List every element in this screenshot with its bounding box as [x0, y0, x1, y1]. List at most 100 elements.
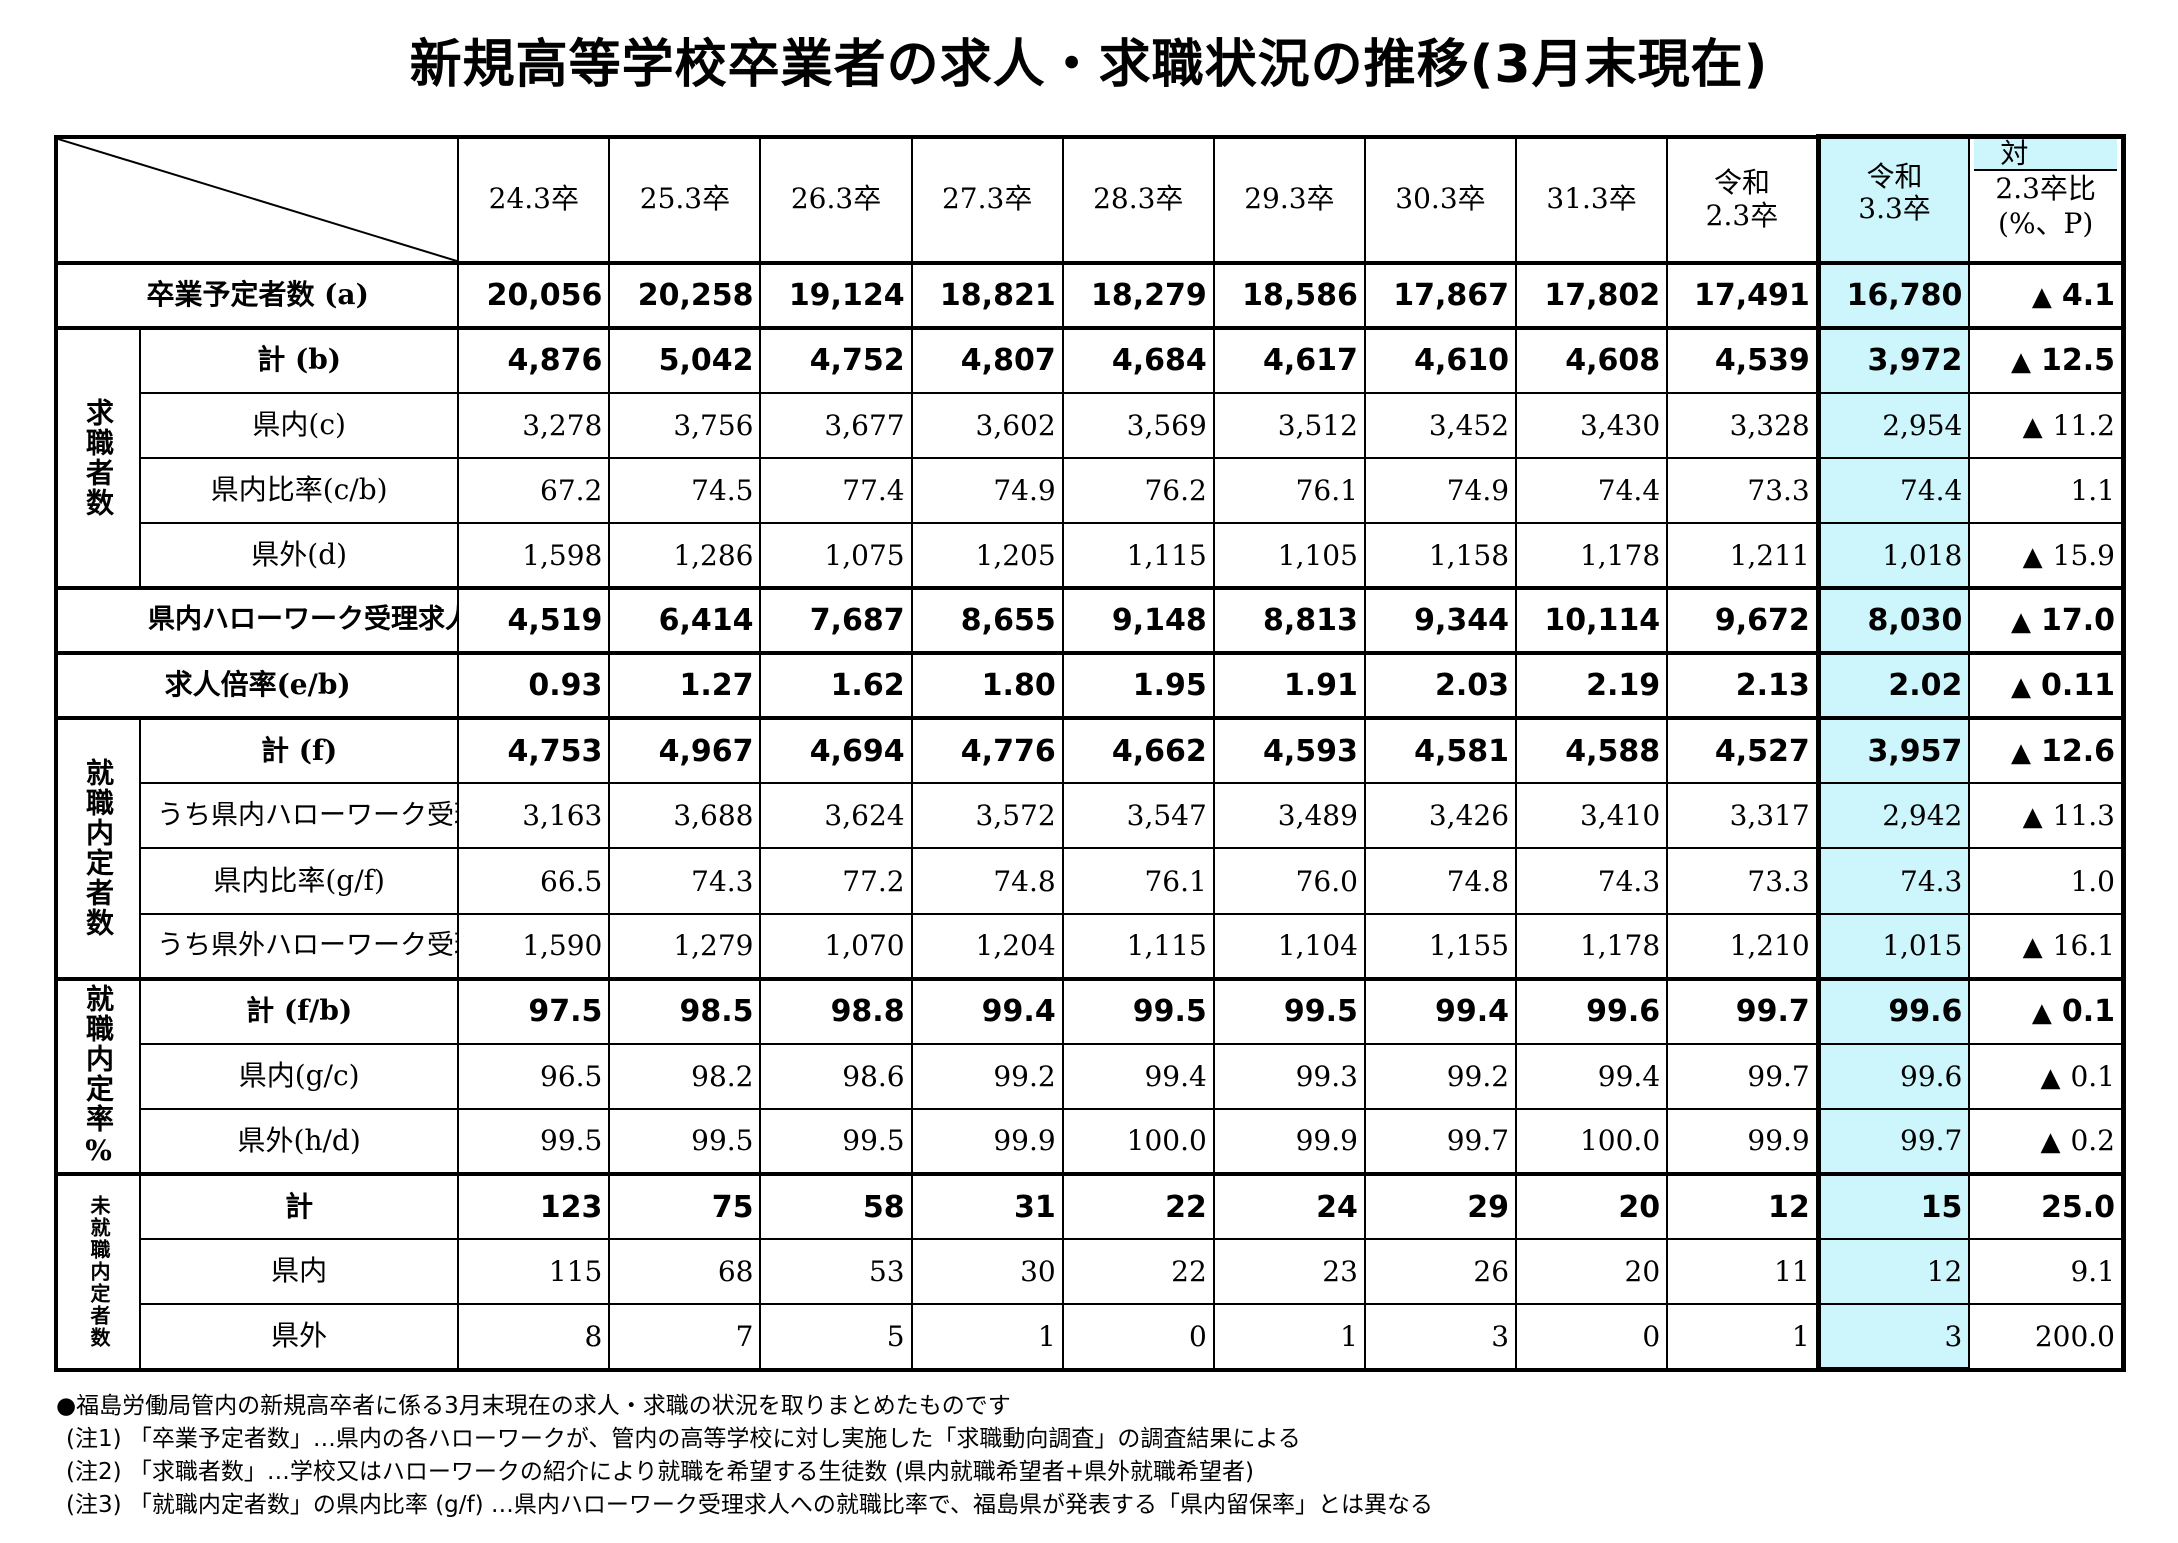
value-cell: 8	[457, 1303, 611, 1371]
value-cell: 2,942	[1815, 782, 1971, 850]
value-cell: 3,624	[759, 782, 913, 850]
value-cell: 2.13	[1666, 651, 1820, 720]
value-cell: 53	[759, 1238, 913, 1306]
column-header-line1: 27.3卒	[941, 182, 1033, 216]
table-row: 県内比率(g/f) 66.5 74.3 77.2 74.8 76.1 76.0 74.8 74.…	[56, 847, 2127, 915]
comparison-cell: 1.1	[1968, 456, 2127, 525]
value-cell: 3,328	[1666, 391, 1820, 459]
column-header-line1: 29.3卒	[1244, 182, 1335, 216]
value-cell: 99.7	[1815, 1107, 1971, 1175]
value-cell: 4,527	[1666, 716, 1820, 785]
value-cell: 1,070	[759, 912, 913, 980]
comparison-cell: ▲ 11.3	[1968, 782, 2127, 850]
value-cell: 76.0	[1212, 847, 1366, 915]
value-cell: 2.02	[1815, 651, 1971, 720]
value-cell: 3,163	[457, 782, 611, 850]
table-row: 未就職内定者数計 123 75 58 31 22 24 29 20 12 15 25.0	[54, 1171, 2127, 1371]
comparison-value: 16.1	[2052, 929, 2115, 963]
value-cell: 31	[910, 1171, 1064, 1241]
value-cell: 4,588	[1515, 716, 1669, 785]
column-header-line1: 28.3卒	[1093, 182, 1184, 216]
value-cell: 3,972	[1815, 325, 1971, 394]
value-cell: 2,954	[1815, 391, 1971, 459]
table-row: 求職者数計 (b) 4,876 5,042 4,752 4,807 4,684 4,617 4…	[54, 325, 2127, 590]
value-cell: 1,279	[608, 912, 762, 980]
value-cell: 98.6	[759, 1042, 913, 1110]
value-cell: 4,776	[910, 716, 1064, 785]
column-header: 26.3卒	[759, 135, 913, 264]
value-cell: 20,258	[608, 260, 762, 329]
header-row: 24.3卒 25.3卒 26.3卒 27.3卒 28.3卒 29.3卒 30.3卒 31.3卒…	[54, 133, 2127, 264]
value-cell: 4,684	[1061, 325, 1215, 394]
decrease-triangle-icon: ▲	[2022, 541, 2043, 572]
value-cell: 4,581	[1363, 716, 1518, 785]
comparison-cell: ▲ 17.0	[1968, 586, 2127, 655]
table-row: 県外(d) 1,598 1,286 1,075 1,205 1,115 1,105 1,158…	[56, 522, 2127, 590]
value-cell: 3,756	[608, 391, 762, 459]
value-cell: 4,617	[1212, 325, 1366, 394]
value-cell: 98.5	[608, 976, 762, 1045]
comparison-cell: ▲ 12.6	[1968, 716, 2127, 785]
column-header: 29.3卒	[1212, 135, 1366, 264]
value-cell: 8,655	[910, 586, 1064, 655]
row-label: 計 (b)	[139, 325, 460, 394]
value-cell: 26	[1363, 1238, 1518, 1306]
value-cell: 8,813	[1212, 586, 1366, 655]
value-cell: 74.8	[910, 847, 1064, 915]
comparison-value: 17.0	[2040, 603, 2115, 639]
value-cell: 0	[1061, 1303, 1215, 1371]
value-cell: 74.9	[910, 456, 1064, 525]
column-header-line1: 31.3卒	[1546, 182, 1637, 216]
value-cell: 3,957	[1815, 716, 1971, 785]
comparison-value: 12.6	[2040, 733, 2115, 769]
value-cell: 3,489	[1212, 782, 1366, 850]
comparison-value: 12.5	[2040, 343, 2115, 379]
comparison-value: 0.11	[2040, 668, 2115, 704]
comparison-line2: 2.3卒比	[1995, 172, 2096, 205]
row-label: 県内比率(g/f)	[139, 847, 460, 915]
comparison-value: 25.0	[2040, 1189, 2115, 1225]
value-cell: 99.6	[1815, 976, 1971, 1045]
comparison-cell: 1.0	[1968, 847, 2127, 915]
row-group-label: 就職内定率%	[54, 976, 142, 1175]
value-cell: 12	[1815, 1238, 1971, 1306]
value-cell: 1,018	[1815, 522, 1971, 590]
value-cell: 3,452	[1363, 391, 1518, 459]
value-cell: 1,115	[1061, 912, 1215, 980]
table-row: 県内ハローワーク受理求人数 (e)4,5196,4147,6878,6559,1…	[54, 586, 2127, 655]
comparison-cell: ▲ 0.2	[1968, 1107, 2127, 1175]
column-header: 28.3卒	[1061, 135, 1215, 264]
value-cell: 3,410	[1515, 782, 1669, 850]
value-cell: 1,210	[1666, 912, 1820, 980]
value-cell: 1,178	[1515, 912, 1669, 980]
value-cell: 74.5	[608, 456, 762, 525]
value-cell: 1.62	[759, 651, 913, 720]
row-label: 卒業予定者数 (a)	[54, 260, 460, 329]
table-row: 求人倍率(e/b) 0.93 1.27 1.62 1.80 1.95 1.91 2.03 2.1…	[54, 651, 2127, 720]
table-row: 県内(c) 3,278 3,756 3,677 3,602 3,569 3,512 3,452…	[56, 391, 2127, 459]
comparison-value: 9.1	[2070, 1255, 2115, 1289]
value-cell: 17,802	[1515, 260, 1669, 329]
value-cell: 24	[1212, 1171, 1366, 1241]
value-cell: 74.9	[1363, 456, 1518, 525]
row-label: 計 (f)	[139, 716, 460, 785]
value-cell: 18,821	[910, 260, 1064, 329]
column-header: 25.3卒	[608, 135, 762, 264]
value-cell: 5,042	[608, 325, 762, 394]
value-cell: 74.3	[1815, 847, 1971, 915]
value-cell: 67.2	[457, 456, 611, 525]
value-cell: 76.2	[1061, 456, 1215, 525]
column-header: 令和 3.3卒	[1815, 133, 1971, 264]
value-cell: 20	[1515, 1171, 1669, 1241]
comparison-line3: (%、P)	[1998, 207, 2094, 240]
column-header-line1: 25.3卒	[639, 182, 731, 216]
comparison-value: 0.1	[2070, 1059, 2115, 1093]
row-label: 県内(g/c)	[139, 1042, 460, 1110]
value-cell: 6,414	[608, 586, 762, 655]
value-cell: 4,807	[910, 325, 1064, 394]
value-cell: 99.9	[910, 1107, 1064, 1175]
row-label: 県内ハローワーク受理求人数 (e)	[54, 586, 460, 655]
value-cell: 3	[1815, 1303, 1971, 1373]
value-cell: 4,519	[457, 586, 611, 655]
value-cell: 1,598	[457, 522, 611, 590]
